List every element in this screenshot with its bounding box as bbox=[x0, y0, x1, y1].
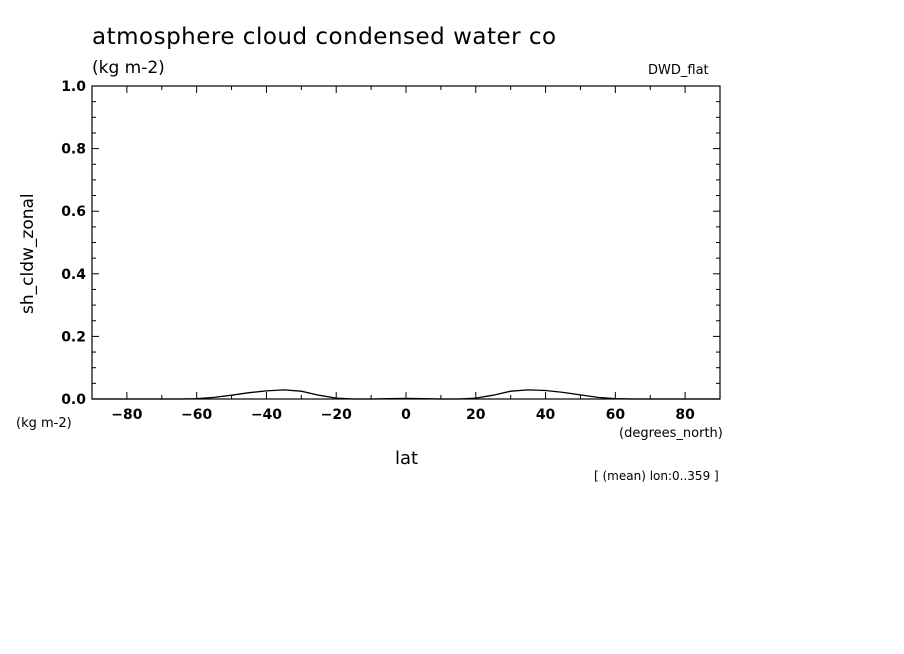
footnote: [ (mean) lon:0..359 ] bbox=[594, 469, 719, 483]
x-tick-label: 60 bbox=[606, 407, 626, 423]
series-line bbox=[92, 389, 720, 400]
x-tick-label: −60 bbox=[181, 407, 212, 423]
model-label: DWD_flat bbox=[648, 63, 709, 78]
x-tick-label: 20 bbox=[466, 407, 486, 423]
y-tick-label: 0.4 bbox=[61, 267, 86, 283]
x-tick-label: −20 bbox=[321, 407, 352, 423]
x-axis-label: lat bbox=[395, 448, 419, 469]
x-axis-units: (degrees_north) bbox=[619, 426, 723, 441]
chart-title: atmosphere cloud condensed water co bbox=[92, 24, 557, 50]
y-tick-label: 0.6 bbox=[61, 204, 86, 220]
x-tick-label: −40 bbox=[251, 407, 282, 423]
plot-frame bbox=[91, 85, 721, 400]
y-tick-label: 1.0 bbox=[61, 79, 86, 95]
y-tick-label: 0.0 bbox=[61, 392, 86, 408]
x-tick-label: 40 bbox=[536, 407, 556, 423]
x-tick-label: 0 bbox=[401, 407, 411, 423]
y-tick-label: 0.8 bbox=[61, 142, 86, 158]
y-axis-units: (kg m-2) bbox=[16, 416, 72, 431]
x-tick-label: 80 bbox=[675, 407, 695, 423]
y-tick-label: 0.2 bbox=[61, 329, 86, 345]
chart-units: (kg m-2) bbox=[92, 58, 165, 78]
x-tick-label: −80 bbox=[111, 407, 142, 423]
